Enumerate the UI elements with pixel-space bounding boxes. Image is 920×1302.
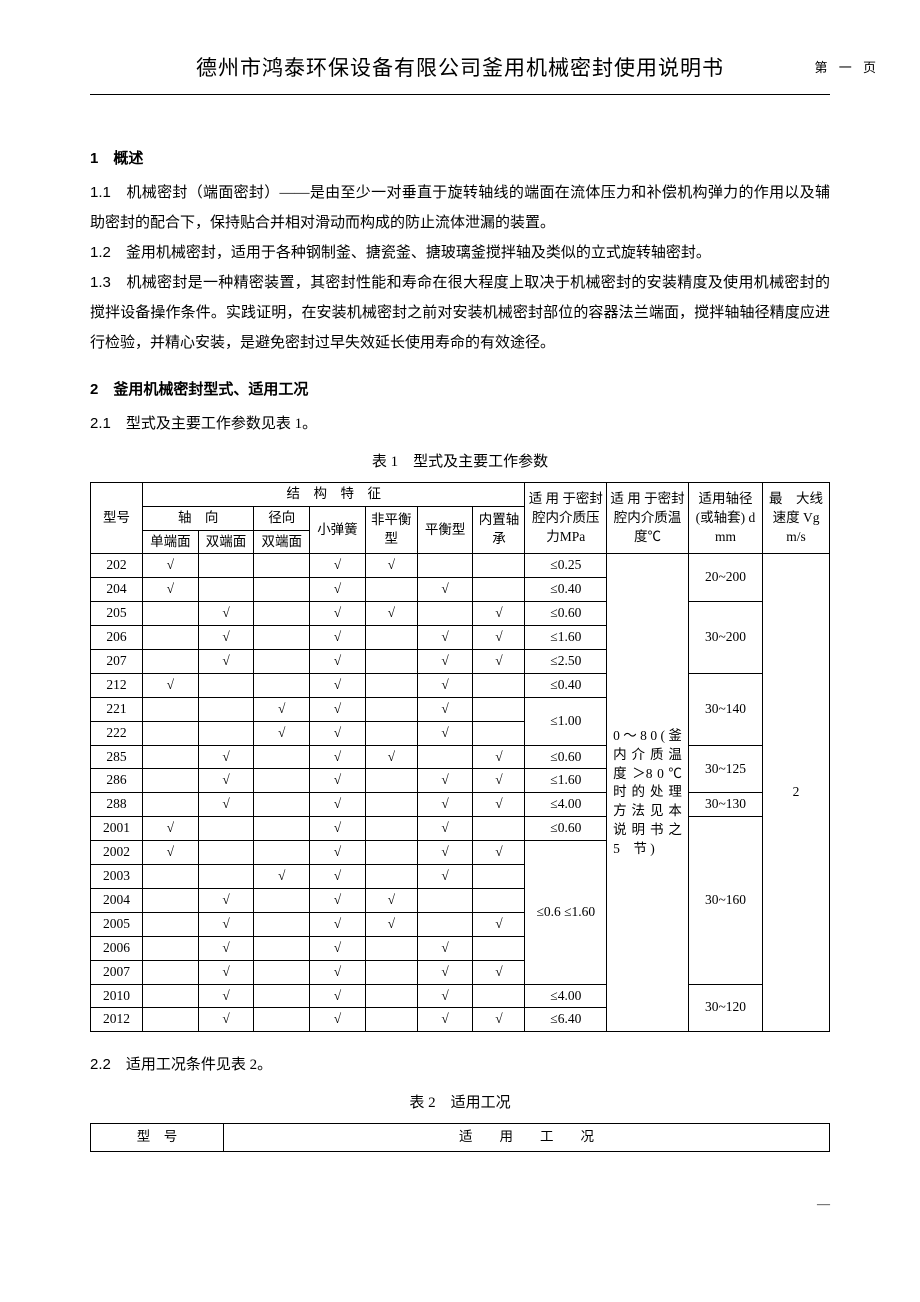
table-row: 202√√√ ≤0.25 0 ～ 8 0 ( 釜 内 介 质 温 度 ＞8 0 …	[91, 554, 830, 578]
th-bal: 平衡型	[417, 506, 473, 554]
para-2-2: 2.2 适用工况条件见表 2。	[90, 1050, 830, 1080]
table-2-caption: 表 2 适用工况	[90, 1090, 830, 1117]
table-row: 205√√√√ ≤0.60 30~200	[91, 602, 830, 626]
th-vel: 最 大线速度 Vg m/s	[763, 482, 830, 554]
table-row: 型号 结 构 特 征 适 用 于密封腔内介质压力MPa 适 用 于密封腔内介质温…	[91, 482, 830, 506]
table-1-caption: 表 1 型式及主要工作参数	[90, 449, 830, 476]
table-2: 型 号 适 用 工 况	[90, 1123, 830, 1152]
th-unbal: 非平衡型	[365, 506, 417, 554]
table-row: 2010√√√ ≤4.00 30~120	[91, 984, 830, 1008]
vel-val: 2	[763, 554, 830, 1032]
th-spring: 小弹簧	[310, 506, 366, 554]
section-1-title: 1 概述	[90, 145, 830, 172]
th-dia: 适用轴径(或轴套) d mm	[688, 482, 762, 554]
footer-mark: —	[90, 1192, 830, 1215]
th-bearing: 内置轴承	[473, 506, 525, 554]
table-1: 型号 结 构 特 征 适 用 于密封腔内介质压力MPa 适 用 于密封腔内介质温…	[90, 482, 830, 1032]
para-2-1: 2.1 型式及主要工作参数见表 1。	[90, 409, 830, 439]
para-1-2: 1.2 釜用机械密封，适用于各种钢制釜、搪瓷釜、搪玻璃釜搅拌轴及类似的立式旋转轴…	[90, 238, 830, 268]
th-model: 型号	[91, 482, 143, 554]
th-press: 适 用 于密封腔内介质压力MPa	[525, 482, 607, 554]
th-radial: 径向	[254, 506, 310, 530]
section-2-title: 2 釜用机械密封型式、适用工况	[90, 376, 830, 403]
doc-title: 德州市鸿泰环保设备有限公司釜用机械密封使用说明书	[90, 50, 830, 88]
page-number: 第 一 页	[814, 56, 880, 79]
t2-h2: 适 用 工 况	[224, 1124, 830, 1152]
th-struct: 结 构 特 征	[142, 482, 524, 506]
th-axial: 轴 向	[142, 506, 253, 530]
table-row: 型 号 适 用 工 况	[91, 1124, 830, 1152]
table-row: 285√√√√ ≤0.60 30~125	[91, 745, 830, 769]
page-header: 德州市鸿泰环保设备有限公司釜用机械密封使用说明书 第 一 页	[90, 50, 830, 95]
table-row: 212√√√ ≤0.40 30~140	[91, 673, 830, 697]
table-row: 288√√√√ ≤4.00 30~130	[91, 793, 830, 817]
temp-note: 0 ～ 8 0 ( 釜 内 介 质 温 度 ＞8 0 ℃ 时 的 处 理 方 法…	[607, 554, 689, 1032]
table-row: 2001√√√ ≤0.60 30~160	[91, 817, 830, 841]
para-1-1: 1.1 机械密封（端面密封）——是由至少一对垂直于旋转轴线的端面在流体压力和补偿…	[90, 178, 830, 238]
th-double: 双端面	[198, 530, 254, 554]
t2-h1: 型 号	[91, 1124, 224, 1152]
th-double2: 双端面	[254, 530, 310, 554]
th-temp: 适 用 于密封腔内介质温度℃	[607, 482, 689, 554]
th-single: 单端面	[142, 530, 198, 554]
para-1-3: 1.3 机械密封是一种精密装置，其密封性能和寿命在很大程度上取决于机械密封的安装…	[90, 268, 830, 358]
